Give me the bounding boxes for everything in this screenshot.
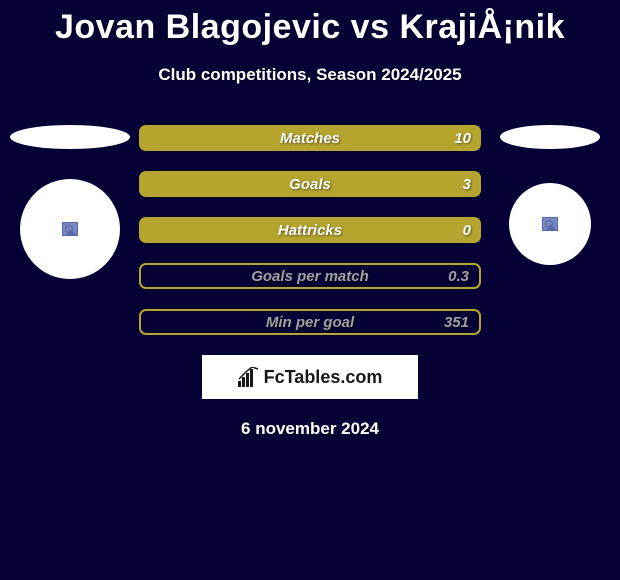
right-side-graphics: [480, 125, 620, 265]
stat-row-matches: Matches 10: [139, 125, 481, 151]
brand-logo-box[interactable]: FcTables.com: [202, 355, 418, 399]
stat-label: Matches: [280, 130, 340, 147]
stat-label: Min per goal: [266, 314, 354, 331]
right-ellipse: [500, 125, 600, 149]
stat-value: 10: [454, 130, 471, 147]
image-placeholder-icon: [62, 222, 78, 236]
bar-chart-icon: [238, 367, 260, 387]
stat-value: 3: [463, 176, 471, 193]
stat-row-goals-per-match: Goals per match 0.3: [139, 263, 481, 289]
stat-label: Goals: [289, 176, 331, 193]
stat-label: Hattricks: [278, 222, 342, 239]
date-label: 6 november 2024: [0, 419, 620, 439]
left-ellipse: [10, 125, 130, 149]
stat-row-min-per-goal: Min per goal 351: [139, 309, 481, 335]
stat-value: 0.3: [448, 268, 469, 285]
brand-name: FcTables.com: [264, 367, 383, 388]
stat-value: 351: [444, 314, 469, 331]
page-title: Jovan Blagojevic vs KrajiÅ¡nik: [0, 0, 620, 47]
stat-row-goals: Goals 3: [139, 171, 481, 197]
right-avatar-placeholder: [509, 183, 591, 265]
left-side-graphics: [0, 125, 140, 279]
subtitle: Club competitions, Season 2024/2025: [0, 65, 620, 85]
stat-label: Goals per match: [251, 268, 369, 285]
content-area: Matches 10 Goals 3 Hattricks 0 Goals per…: [0, 125, 620, 439]
stat-row-hattricks: Hattricks 0: [139, 217, 481, 243]
left-avatar-placeholder: [20, 179, 120, 279]
brand-logo: FcTables.com: [238, 367, 383, 388]
image-placeholder-icon: [542, 217, 558, 231]
stats-list: Matches 10 Goals 3 Hattricks 0 Goals per…: [139, 125, 481, 335]
stat-value: 0: [463, 222, 471, 239]
